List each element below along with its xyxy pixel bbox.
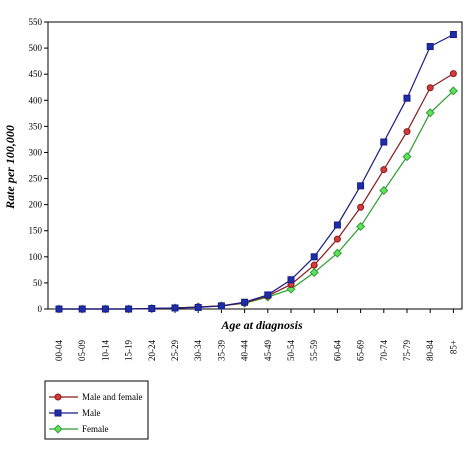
series-male [55,31,457,313]
data-point-male [241,298,249,306]
data-point-male [449,31,457,39]
x-axis-title: Age at diagnosis [220,318,303,332]
x-axis: 00-04 05-09 10-14 15-19 20-24 25-29 30-34 35-39… [54,309,458,361]
x-tick-label: 10-14 [100,340,110,361]
x-tick-label: 45-49 [263,340,273,361]
x-tick-label: 75-79 [402,340,412,361]
y-tick-label: 150 [29,226,43,236]
legend-label: Female [82,424,109,434]
y-tick-label: 50 [33,278,43,288]
y-tick-label: 500 [29,43,43,53]
legend: Male and female Male Female [44,380,149,440]
y-tick-label: 0 [38,304,43,314]
x-tick-label: 50-54 [286,340,296,361]
data-point-male-and-female [310,261,318,269]
data-point-male [357,182,365,190]
x-tick-label: 15-19 [124,340,134,361]
plot-border [47,21,463,310]
data-point-male [78,305,86,313]
y-tick-label: 250 [29,174,43,184]
plot-area [47,21,463,310]
data-point-male [194,303,202,311]
data-point-male-and-female [333,235,341,243]
data-point-male [125,305,133,313]
series-line-male [59,33,454,310]
data-point-male [148,304,156,312]
x-tick-label: 25-29 [170,340,180,361]
data-point-male [380,138,388,146]
data-point-male [101,305,109,313]
data-point-male [333,221,341,229]
data-point-male [287,276,295,284]
x-tick-label: 55-59 [309,340,319,361]
y-tick-label: 550 [29,17,43,27]
data-point-male [426,43,434,51]
x-tick-label: 40-44 [240,340,250,361]
x-tick-label: 80-84 [425,340,435,361]
legend-item-male: Male [49,408,101,418]
data-point-male-and-female [449,70,457,78]
x-tick-label: 60-64 [332,340,342,361]
x-tick-label: 85+ [448,340,458,354]
data-point-female [332,248,342,258]
legend-item-female: Female [49,424,109,434]
data-point-male [403,94,411,102]
y-tick-label: 450 [29,69,43,79]
data-point-male-and-female [357,203,365,211]
data-point-male [310,253,318,261]
data-point-female [379,186,389,196]
y-tick-label: 200 [29,200,43,210]
data-point-female [448,86,458,96]
x-tick-label: 30-34 [193,340,203,361]
data-point-male [55,305,63,313]
legend-label: Male [82,408,101,418]
series-layer [54,31,458,314]
x-tick-label: 05-09 [77,340,87,361]
data-point-male [264,291,272,299]
y-tick-label: 100 [29,252,43,262]
y-axis: 0 50 100 150 200 250 300 350 400 450 500 550 [29,17,48,314]
legend-marker [53,424,63,434]
legend-label: Male and female [82,392,142,402]
data-point-female [356,222,366,232]
data-point-male-and-female [380,166,388,174]
legend-marker [54,409,62,417]
y-axis-title: Rate per 100,000 [3,125,17,210]
data-point-female [425,108,435,118]
x-tick-label: 70-74 [379,340,389,361]
data-point-female [402,152,412,162]
y-tick-label: 350 [29,121,43,131]
legend-marker [54,393,62,401]
y-tick-label: 300 [29,147,43,157]
data-point-male [217,302,225,310]
data-point-male-and-female [403,128,411,136]
data-point-female [309,267,319,277]
x-tick-label: 20-24 [147,340,157,361]
data-point-male-and-female [426,84,434,92]
x-tick-label: 65-69 [356,340,366,361]
y-tick-label: 400 [29,95,43,105]
x-tick-label: 35-39 [216,340,226,361]
legend-item-male-and-female: Male and female [49,392,142,402]
x-tick-label: 00-04 [54,340,64,361]
data-point-male [171,304,179,312]
